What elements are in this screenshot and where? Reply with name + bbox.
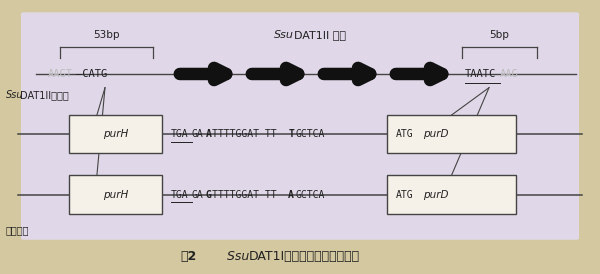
Text: TTTTGGAT TT: TTTTGGAT TT [212, 190, 277, 199]
Text: Ssu: Ssu [6, 90, 23, 100]
Text: purD: purD [423, 190, 449, 199]
Text: TGA: TGA [171, 190, 188, 199]
Text: ATG: ATG [396, 129, 413, 139]
Text: GA: GA [192, 190, 203, 199]
Text: TAATC: TAATC [465, 69, 496, 79]
Text: AAG: AAG [500, 69, 518, 79]
Text: A: A [206, 129, 211, 139]
Bar [387, 115, 516, 153]
Text: 非保有株: 非保有株 [6, 225, 29, 235]
Text: purH: purH [103, 129, 128, 139]
Text: ATG: ATG [396, 190, 413, 199]
Text: —CATG: —CATG [76, 69, 107, 79]
Text: Ssu: Ssu [219, 250, 249, 263]
Text: 図2: 図2 [180, 250, 196, 263]
Text: DAT1II保有株: DAT1II保有株 [20, 90, 68, 100]
Text: TGA: TGA [171, 129, 188, 139]
Text: TTTTGGAT TT: TTTTGGAT TT [212, 129, 277, 139]
Text: 53bp: 53bp [93, 30, 120, 40]
Text: T: T [289, 129, 294, 139]
Text: DAT1II 領域: DAT1II 領域 [294, 30, 346, 40]
Bar [69, 115, 162, 153]
Text: purD: purD [423, 129, 449, 139]
Text: AAGT: AAGT [48, 69, 73, 79]
Text: GCTCA: GCTCA [295, 190, 325, 199]
Text: GA: GA [192, 129, 203, 139]
Bar [69, 175, 162, 214]
Text: A: A [289, 190, 294, 199]
Text: purH: purH [103, 190, 128, 199]
Text: 5bp: 5bp [490, 30, 509, 40]
Text: Ssu: Ssu [274, 30, 294, 40]
Text: DAT1I周辺領域の構造と比較: DAT1I周辺領域の構造と比較 [249, 250, 360, 263]
Bar [387, 175, 516, 214]
Text: GCTCA: GCTCA [295, 129, 325, 139]
Text: G: G [206, 190, 211, 199]
